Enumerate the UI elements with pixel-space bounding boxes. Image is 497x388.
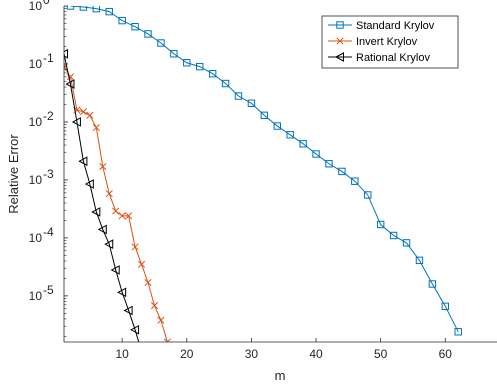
legend-marker: [336, 37, 344, 45]
data-point: [221, 79, 230, 88]
data-point: [110, 265, 120, 275]
data-point: [117, 287, 127, 298]
data-point: [92, 6, 101, 13]
data-point: [138, 347, 146, 355]
data-point: [196, 62, 204, 71]
data-point: [157, 39, 165, 47]
data-point: [441, 302, 449, 311]
data-point: [415, 256, 424, 265]
series-line: [64, 53, 140, 342]
data-point: [131, 243, 139, 251]
data-point: [273, 122, 281, 130]
data-point: [99, 163, 107, 171]
legend: Standard Krylov Invert Krylov Rational Kry…: [321, 15, 459, 69]
x-tick-label: 40: [309, 347, 323, 361]
data-point: [105, 190, 113, 198]
data-point: [64, 48, 68, 59]
data-point: [286, 131, 294, 139]
y-tick-label: 10: [29, 173, 43, 187]
legend-marker: [336, 21, 344, 29]
data-point: [79, 6, 88, 11]
data-point: [144, 278, 152, 287]
y-tick-label: 10: [29, 231, 43, 245]
data-point: [208, 69, 217, 78]
series-line: [70, 6, 459, 333]
legend-label: Invert Krylov: [356, 36, 418, 48]
series-invert-krylov: [64, 63, 171, 342]
x-tick-label: 20: [180, 347, 194, 361]
data-point: [325, 160, 333, 168]
data-point: [150, 302, 159, 310]
data-point: [299, 140, 307, 148]
data-point: [91, 207, 101, 217]
data-point: [170, 50, 178, 58]
legend-label: Standard Krylov: [356, 20, 435, 32]
x-tick-label: 50: [374, 347, 388, 361]
legend-marker: [334, 52, 344, 62]
data-point: [183, 59, 191, 67]
data-point: [247, 99, 256, 107]
y-tick-label: 10: [29, 57, 43, 71]
data-point: [454, 328, 462, 336]
data-point: [123, 305, 133, 316]
data-point: [66, 6, 75, 10]
y-tick-label: 10: [29, 0, 43, 13]
data-point: [130, 324, 140, 335]
data-point: [125, 212, 133, 220]
data-point: [144, 30, 152, 38]
data-point: [402, 239, 411, 247]
data-point: [260, 111, 269, 120]
data-point: [105, 7, 113, 16]
data-point: [137, 260, 146, 268]
data-point: [364, 191, 372, 199]
data-point: [118, 212, 126, 220]
series-standard-krylov: [66, 6, 462, 336]
series-rational-krylov: [64, 48, 146, 355]
data-point: [157, 316, 165, 324]
data-point: [312, 150, 320, 158]
data-point: [389, 231, 398, 240]
data-point: [97, 224, 107, 235]
data-point: [163, 338, 171, 342]
data-point: [428, 280, 437, 288]
y-tick-exponent: -3: [43, 167, 54, 181]
data-point: [79, 108, 87, 116]
data-point: [104, 239, 114, 249]
data-point: [338, 167, 346, 176]
data-point: [234, 92, 243, 100]
y-tick-exponent: -1: [43, 51, 54, 65]
x-tick-label: 10: [115, 347, 129, 361]
data-point: [86, 111, 94, 119]
y-tick-label: 10: [29, 115, 43, 129]
data-point: [65, 79, 75, 89]
x-tick-label: 30: [245, 347, 259, 361]
x-axis-title: m: [275, 368, 286, 383]
legend-label: Rational Krylov: [356, 52, 430, 64]
y-tick-exponent: -2: [43, 109, 54, 123]
y-tick-exponent: -4: [43, 225, 54, 239]
data-point: [376, 220, 385, 229]
data-point: [131, 22, 139, 31]
y-axis-title: Relative Error: [6, 134, 21, 214]
data-point: [118, 16, 126, 25]
x-tick-label: 60: [439, 347, 453, 361]
data-point: [92, 124, 100, 132]
y-tick-label: 10: [29, 289, 43, 303]
y-tick-exponent: 0: [43, 0, 50, 7]
y-tick-exponent: -5: [43, 283, 54, 297]
data-point: [84, 179, 94, 189]
data-point: [351, 177, 359, 185]
data-point: [78, 156, 88, 167]
data-point: [112, 207, 120, 215]
data-point: [71, 117, 81, 127]
